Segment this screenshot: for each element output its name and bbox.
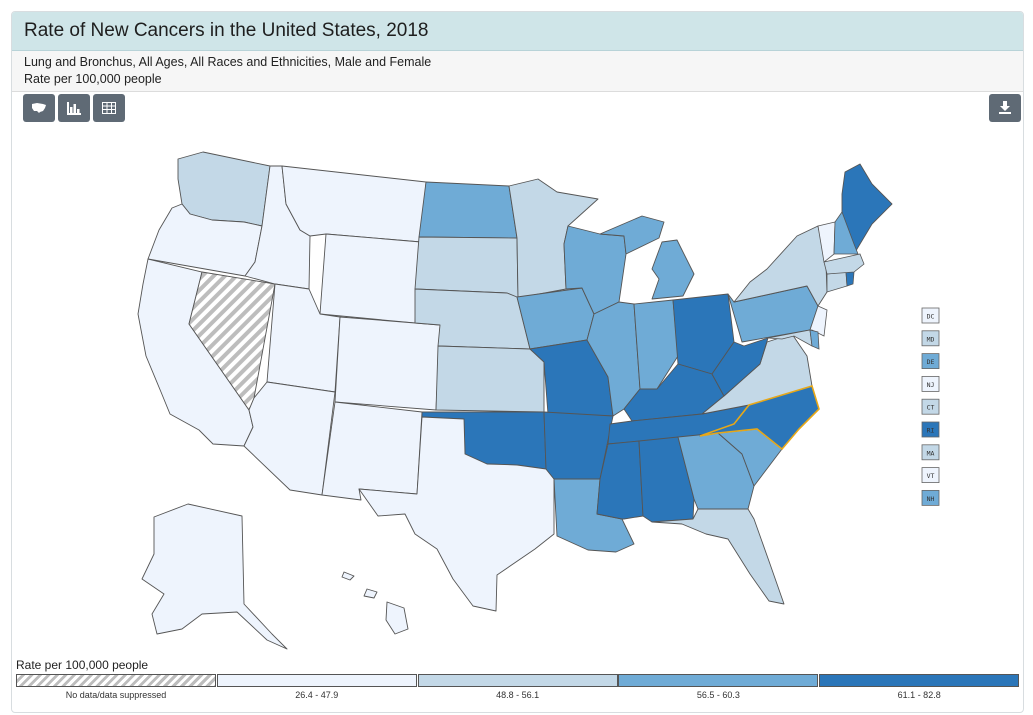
small-state-label: MA xyxy=(927,449,935,457)
small-state-label: DE xyxy=(927,358,935,366)
table-view-button[interactable] xyxy=(93,94,125,122)
state-MA[interactable] xyxy=(823,253,865,275)
title-bar: Rate of New Cancers in the United States… xyxy=(12,12,1023,51)
state-MI[interactable] xyxy=(599,215,695,300)
small-state-label: CT xyxy=(927,404,935,412)
legend-item-c1: 48.8 - 56.1 xyxy=(417,674,618,700)
small-state-label: RI xyxy=(927,427,935,435)
small-state-box-nj[interactable]: NJ xyxy=(921,375,940,392)
state-ME[interactable] xyxy=(841,163,893,255)
state-AK[interactable] xyxy=(141,503,288,650)
state-NH[interactable] xyxy=(833,211,859,255)
subtitle-block: Lung and Bronchus, All Ages, All Races a… xyxy=(12,51,1023,92)
small-state-swatch xyxy=(921,489,940,506)
legend-swatch xyxy=(216,674,417,687)
state-SD[interactable] xyxy=(414,236,519,299)
small-state-label: VT xyxy=(927,472,935,480)
map-panel: Rate of New Cancers in the United States… xyxy=(11,11,1024,713)
legend-label: 56.5 - 60.3 xyxy=(696,690,740,700)
small-state-swatch xyxy=(921,353,940,370)
state-NM[interactable] xyxy=(321,401,423,501)
state-ND[interactable] xyxy=(418,181,518,239)
small-state-box-dc[interactable]: DC xyxy=(921,307,940,324)
state-WI[interactable] xyxy=(563,225,627,315)
small-state-label: NH xyxy=(927,495,935,503)
small-state-swatch xyxy=(921,444,940,461)
state-RI[interactable] xyxy=(845,271,855,287)
legend-label: 48.8 - 56.1 xyxy=(496,690,540,700)
download-button[interactable] xyxy=(989,94,1021,122)
legend-title: Rate per 100,000 people xyxy=(16,658,149,672)
small-state-label: NJ xyxy=(927,381,935,389)
us-map: DC MD DE NJ CT RI MA VT NH xyxy=(12,124,1023,654)
small-state-label: DC xyxy=(927,313,935,321)
small-state-swatch xyxy=(921,307,940,324)
legend-label: No data/data suppressed xyxy=(65,690,167,700)
small-state-swatch xyxy=(921,467,940,484)
small-state-box-ct[interactable]: CT xyxy=(921,398,940,415)
state-AZ[interactable] xyxy=(243,381,336,496)
chart-view-button[interactable] xyxy=(58,94,90,122)
state-IN[interactable] xyxy=(633,299,679,390)
legend-swatch xyxy=(417,674,618,687)
state-WY[interactable] xyxy=(319,233,422,324)
state-MD[interactable] xyxy=(767,329,813,347)
state-CT[interactable] xyxy=(826,271,848,293)
legend-swatch xyxy=(819,674,1020,687)
bar-chart-icon xyxy=(67,101,81,115)
legend-swatch xyxy=(16,674,216,687)
small-state-box-md[interactable]: MD xyxy=(921,330,940,347)
state-DE[interactable] xyxy=(809,329,820,350)
view-toolbar xyxy=(23,94,125,122)
subtitle-units: Rate per 100,000 people xyxy=(24,72,162,86)
legend-label: 26.4 - 47.9 xyxy=(295,690,339,700)
download-icon xyxy=(999,101,1011,114)
small-state-box-nh[interactable]: NH xyxy=(921,489,940,506)
small-state-swatch xyxy=(921,330,940,347)
map-view-button[interactable] xyxy=(23,94,55,122)
table-icon xyxy=(102,102,116,114)
small-state-box-vt[interactable]: VT xyxy=(921,467,940,484)
small-state-swatch xyxy=(921,398,940,415)
small-state-box-ma[interactable]: MA xyxy=(921,444,940,461)
small-state-box-ri[interactable]: RI xyxy=(921,421,940,438)
state-MT[interactable] xyxy=(281,165,427,243)
legend: No data/data suppressed 26.4 - 47.9 48.8 -… xyxy=(16,674,1020,704)
legend-item-c0: 26.4 - 47.9 xyxy=(216,674,417,700)
small-state-swatch xyxy=(921,375,940,392)
small-state-label: MD xyxy=(927,335,935,343)
state-IA[interactable] xyxy=(516,287,595,350)
us-map-icon xyxy=(32,103,46,113)
legend-label: 61.1 - 82.8 xyxy=(897,690,941,700)
state-TX[interactable] xyxy=(358,416,555,612)
state-KS[interactable] xyxy=(435,345,545,413)
legend-swatch xyxy=(618,674,819,687)
subtitle-filters: Lung and Bronchus, All Ages, All Races a… xyxy=(24,55,432,69)
small-state-box-de[interactable]: DE xyxy=(921,353,940,370)
small-state-boxes: DC MD DE NJ CT RI MA VT NH xyxy=(921,307,940,506)
state-HI[interactable] xyxy=(341,571,409,635)
legend-item-c2: 56.5 - 60.3 xyxy=(618,674,819,700)
page-title: Rate of New Cancers in the United States… xyxy=(24,20,429,41)
state-FL[interactable] xyxy=(651,508,785,605)
legend-item-c3: 61.1 - 82.8 xyxy=(819,674,1020,700)
small-state-swatch xyxy=(921,421,940,438)
state-CO[interactable] xyxy=(334,316,441,411)
us-map-svg: DC MD DE NJ CT RI MA VT NH xyxy=(137,151,940,650)
state-NC-highlight xyxy=(699,385,820,451)
legend-item-none: No data/data suppressed xyxy=(16,674,216,700)
